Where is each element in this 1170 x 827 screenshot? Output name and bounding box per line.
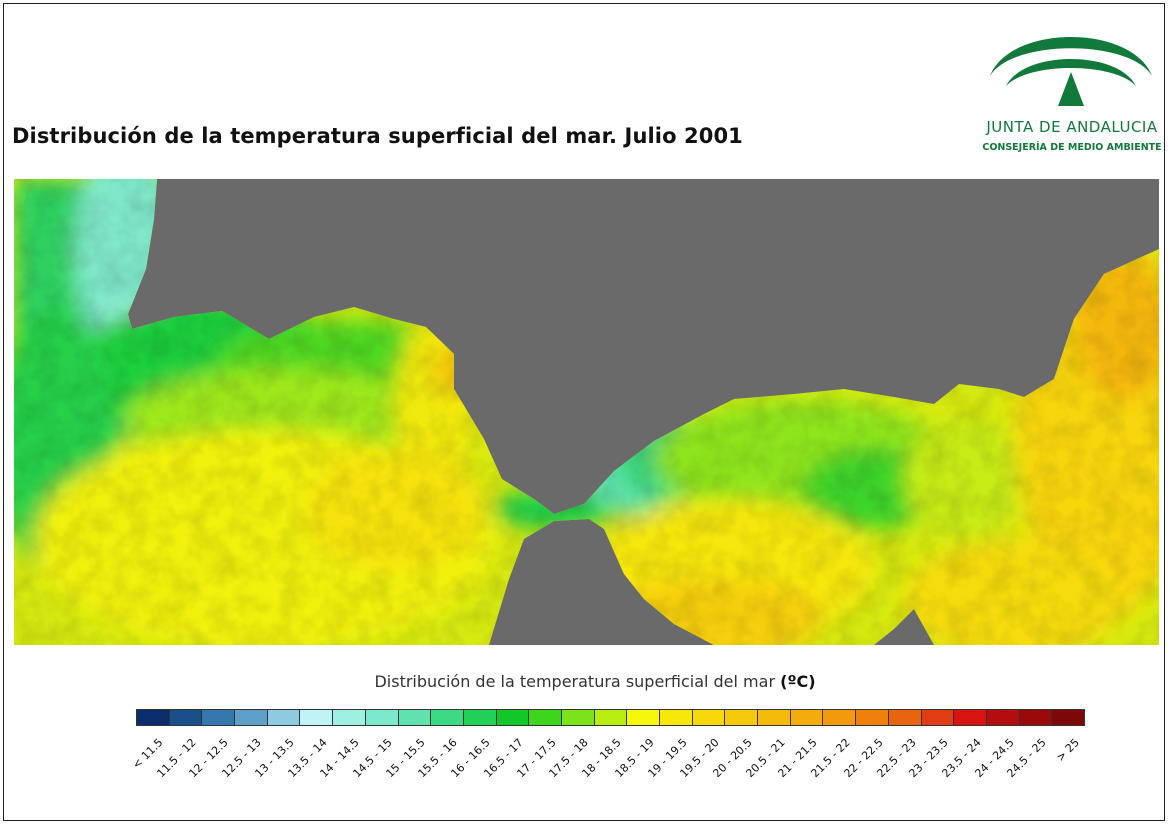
legend-swatch [300, 710, 334, 725]
legend-swatch [954, 710, 987, 725]
legend-swatch [529, 710, 562, 725]
sst-map [14, 179, 1159, 645]
legend-label: > 25 [1053, 736, 1082, 765]
legend-unit: (ºC) [780, 672, 816, 691]
legend-swatch [856, 710, 889, 725]
legend-swatch [365, 710, 399, 725]
logo-name: JUNTA DE ANDALUCIA [986, 118, 1158, 136]
sea-surface [14, 179, 1159, 645]
map-frame [3, 3, 1165, 821]
legend-swatch [267, 710, 301, 725]
legend-swatch [1019, 710, 1053, 725]
legend-swatch [823, 710, 857, 725]
legend-color-bar [136, 709, 1085, 726]
legend-swatch [431, 710, 464, 725]
legend-swatch [986, 710, 1020, 725]
legend-swatch [790, 710, 824, 725]
legend-swatch [1052, 710, 1084, 725]
legend-swatch [692, 710, 726, 725]
legend-swatch [463, 710, 497, 725]
legend-labels: < 11.5 11.5 - 12 12 - 12.5 12.5 - 13 13 - 13… [130, 736, 1085, 796]
legend-swatch [888, 710, 922, 725]
legend-swatch [496, 710, 530, 725]
legend-swatch [758, 710, 791, 725]
legend-swatch [627, 710, 660, 725]
legend-swatch [202, 710, 236, 725]
junta-de-andalucia-logo [990, 37, 1152, 106]
legend-swatch [921, 710, 955, 725]
legend-swatch [398, 710, 432, 725]
logo-subtitle: CONSEJERÍA DE MEDIO AMBIENTE [982, 142, 1162, 153]
legend-swatch [333, 710, 366, 725]
legend-title: Distribución de la temperatura superfici… [0, 672, 1170, 691]
legend-swatch [235, 710, 268, 725]
legend-swatch [137, 710, 170, 725]
legend-swatch [561, 710, 595, 725]
legend-swatch [594, 710, 628, 725]
page-title: Distribución de la temperatura superfici… [12, 124, 743, 148]
legend-swatch [725, 710, 759, 725]
legend-swatch [660, 710, 693, 725]
legend-swatch [169, 710, 203, 725]
legend-title-text: Distribución de la temperatura superfici… [374, 672, 776, 691]
